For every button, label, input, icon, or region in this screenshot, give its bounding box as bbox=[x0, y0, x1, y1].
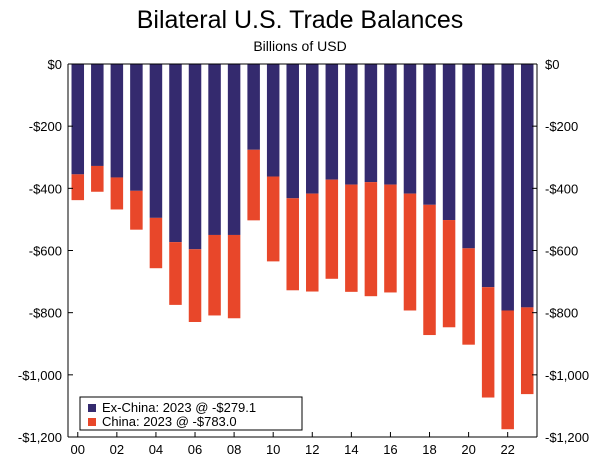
bar-china-2022 bbox=[501, 310, 514, 430]
y-tick-label-left: -$1,200 bbox=[18, 430, 62, 445]
bar-china-2013 bbox=[325, 179, 339, 279]
bar-china-2012 bbox=[306, 193, 319, 292]
bar-china-2014 bbox=[345, 184, 358, 292]
bar-ex-china-2015 bbox=[364, 64, 378, 183]
x-tick-label: 04 bbox=[149, 442, 163, 457]
bar-ex-china-2003 bbox=[130, 64, 143, 191]
bar-china-2006 bbox=[188, 249, 202, 322]
bar-china-2009 bbox=[247, 149, 260, 221]
bar-china-2002 bbox=[110, 177, 124, 210]
x-tick-label: 14 bbox=[344, 442, 358, 457]
chart-subtitle: Billions of USD bbox=[253, 38, 347, 54]
bar-ex-china-2016 bbox=[384, 64, 397, 185]
legend-swatch-china bbox=[88, 418, 96, 426]
y-tick-label-right: -$800 bbox=[545, 306, 578, 321]
bar-ex-china-2007 bbox=[208, 64, 221, 235]
x-tick-label: 10 bbox=[266, 442, 280, 457]
bar-ex-china-2018 bbox=[423, 64, 436, 205]
bar-ex-china-2000 bbox=[71, 64, 85, 175]
bar-ex-china-2004 bbox=[149, 64, 163, 218]
bar-china-2021 bbox=[481, 287, 495, 398]
x-tick-label: 06 bbox=[188, 442, 202, 457]
chart-title: Bilateral U.S. Trade Balances bbox=[136, 6, 464, 34]
bar-china-2007 bbox=[208, 234, 221, 316]
bar-china-2011 bbox=[286, 198, 299, 291]
y-tick-label-right: -$1,200 bbox=[545, 430, 589, 445]
x-tick-label: 18 bbox=[422, 442, 436, 457]
bar-china-2004 bbox=[149, 217, 163, 269]
y-tick-label-left: -$1,000 bbox=[18, 368, 62, 383]
bar-ex-china-2020 bbox=[462, 64, 475, 249]
y-tick-label-left: -$800 bbox=[29, 306, 62, 321]
bar-china-2019 bbox=[442, 220, 456, 328]
x-tick-label: 12 bbox=[305, 442, 319, 457]
bar-ex-china-2001 bbox=[91, 64, 104, 166]
y-tick-label-right: -$200 bbox=[545, 119, 578, 134]
x-tick-label: 00 bbox=[71, 442, 85, 457]
x-tick-label: 16 bbox=[383, 442, 397, 457]
y-tick-label-left: -$600 bbox=[29, 244, 62, 259]
bar-ex-china-2021 bbox=[481, 64, 495, 288]
bar-china-2023 bbox=[520, 307, 534, 395]
bar-ex-china-2022 bbox=[501, 64, 514, 311]
legend-label-china: China: 2023 @ -$783.0 bbox=[102, 414, 237, 429]
x-tick-label: 02 bbox=[110, 442, 124, 457]
legend-label-ex-china: Ex-China: 2023 @ -$279.1 bbox=[102, 400, 256, 415]
x-tick-label: 22 bbox=[500, 442, 514, 457]
bar-ex-china-2017 bbox=[403, 64, 417, 194]
y-tick-label-right: -$1,000 bbox=[545, 368, 589, 383]
bar-ex-china-2008 bbox=[227, 64, 241, 235]
bar-china-2010 bbox=[266, 176, 280, 262]
bar-china-2020 bbox=[462, 248, 475, 345]
y-tick-label-right: $0 bbox=[545, 57, 559, 72]
y-tick-label-left: -$200 bbox=[29, 119, 62, 134]
bar-ex-china-2006 bbox=[188, 64, 202, 250]
bar-ex-china-2010 bbox=[266, 64, 280, 177]
bar-ex-china-2014 bbox=[345, 64, 358, 185]
y-tick-label-left: -$400 bbox=[29, 181, 62, 196]
bar-ex-china-2005 bbox=[169, 64, 182, 243]
bar-china-2017 bbox=[403, 193, 417, 311]
bar-china-2005 bbox=[169, 242, 182, 305]
y-tick-label-right: -$400 bbox=[545, 181, 578, 196]
bar-china-2008 bbox=[227, 234, 241, 319]
bar-ex-china-2013 bbox=[325, 64, 339, 180]
bar-ex-china-2009 bbox=[247, 64, 260, 150]
bar-ex-china-2002 bbox=[110, 64, 124, 178]
bar-china-2016 bbox=[384, 184, 397, 293]
bar-ex-china-2011 bbox=[286, 64, 299, 199]
bar-ex-china-2012 bbox=[306, 64, 319, 194]
legend-swatch-ex-china bbox=[88, 404, 96, 412]
bar-china-2018 bbox=[423, 204, 436, 336]
bar-ex-china-2019 bbox=[442, 64, 456, 221]
x-tick-label: 20 bbox=[461, 442, 475, 457]
bar-china-2003 bbox=[130, 190, 143, 230]
y-tick-label-right: -$600 bbox=[545, 244, 578, 259]
bar-china-2000 bbox=[71, 174, 85, 201]
bar-ex-china-2023 bbox=[520, 64, 534, 308]
bar-china-2001 bbox=[91, 165, 104, 192]
y-tick-label-left: $0 bbox=[48, 57, 62, 72]
legend-box bbox=[79, 396, 303, 431]
bar-china-2015 bbox=[364, 182, 378, 297]
x-tick-label: 08 bbox=[227, 442, 241, 457]
